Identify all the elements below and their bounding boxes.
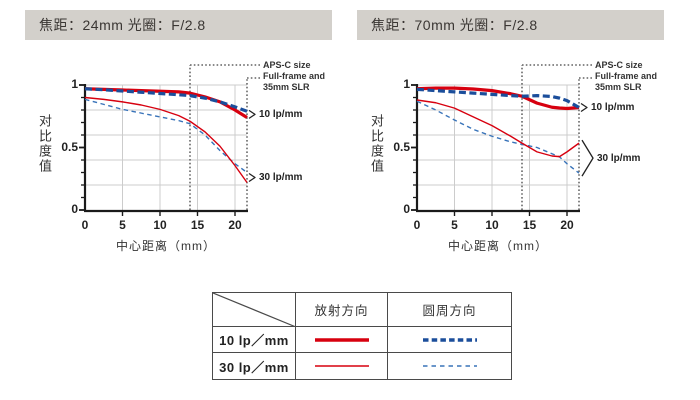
full-frame-label-line2: 35mm SLR — [595, 82, 642, 92]
y-tick-label: 1 — [71, 77, 78, 91]
aps-c-size-label: APS-C size — [595, 60, 643, 70]
legend-header-radial: 放射方向 — [296, 293, 388, 327]
x-tick-label: 15 — [522, 218, 537, 232]
mtf-chart-24mm: 焦距：24mm 光圈：F/2.8 对比度值 中心距离（mm） APS-C siz… — [25, 10, 332, 276]
y-tick-label: 0 — [403, 202, 410, 216]
legend-header-circumferential: 圆周方向 — [388, 293, 511, 327]
lp10-label: 10 lp/mm — [591, 102, 635, 113]
lp30-label: 30 lp/mm — [259, 172, 303, 183]
mtf-chart-70mm: 焦距：70mm 光圈：F/2.8 对比度值 中心距离（mm） APS-C siz… — [357, 10, 664, 276]
x-tick-label: 5 — [451, 218, 458, 232]
x-axis-label: 中心距离（mm） — [116, 239, 216, 253]
x-tick-label: 5 — [119, 218, 126, 232]
x-tick-label: 15 — [190, 218, 205, 232]
x-tick-label: 10 — [485, 218, 499, 232]
y-tick-label: 0.5 — [61, 139, 78, 154]
full-frame-label: Full-frame and 35mm SLR — [595, 71, 657, 93]
y-tick-label: 0 — [71, 202, 78, 216]
y-axis-label: 对比度值 — [37, 114, 52, 174]
full-frame-label: Full-frame and 35mm SLR — [263, 71, 325, 93]
x-tick-label: 0 — [413, 218, 421, 232]
chart-title: 焦距：70mm 光圈：F/2.8 — [357, 10, 664, 40]
x-tick-label: 20 — [560, 218, 574, 232]
mtf-plot-svg — [411, 64, 594, 216]
x-tick-label: 20 — [228, 218, 242, 232]
lp30-label: 30 lp/mm — [597, 152, 641, 164]
full-frame-label-line2: 35mm SLR — [263, 82, 310, 92]
full-frame-label-line1: Full-frame and — [595, 71, 658, 81]
y-axis-label: 对比度值 — [369, 114, 384, 174]
mtf-plot-svg — [79, 64, 261, 216]
legend-diagonal-cell — [213, 292, 296, 327]
legend-swatch-30-circumferential — [388, 353, 511, 379]
x-tick-label: 0 — [81, 218, 89, 232]
legend-swatch-10-circumferential — [388, 327, 511, 353]
legend-swatch-10-radial — [296, 327, 388, 353]
y-tick-label: 1 — [403, 77, 410, 91]
diagonal-line — [213, 292, 295, 327]
legend-swatch-30-radial — [296, 353, 388, 379]
legend-row-label-30: 30 lp／mm — [213, 353, 296, 379]
chart-title: 焦距：24mm 光圈：F/2.8 — [25, 10, 332, 40]
aps-c-size-label: APS-C size — [263, 60, 311, 70]
y-tick-label: 0.5 — [393, 139, 410, 154]
x-axis-label: 中心距离（mm） — [448, 239, 548, 253]
legend-row-label-10: 10 lp／mm — [213, 327, 296, 353]
x-tick-label: 10 — [153, 218, 167, 232]
lp10-label: 10 lp/mm — [259, 108, 303, 120]
legend-table: 放射方向 圆周方向 10 lp／mm 30 lp／mm — [212, 292, 512, 380]
full-frame-label-line1: Full-frame and — [263, 71, 326, 81]
